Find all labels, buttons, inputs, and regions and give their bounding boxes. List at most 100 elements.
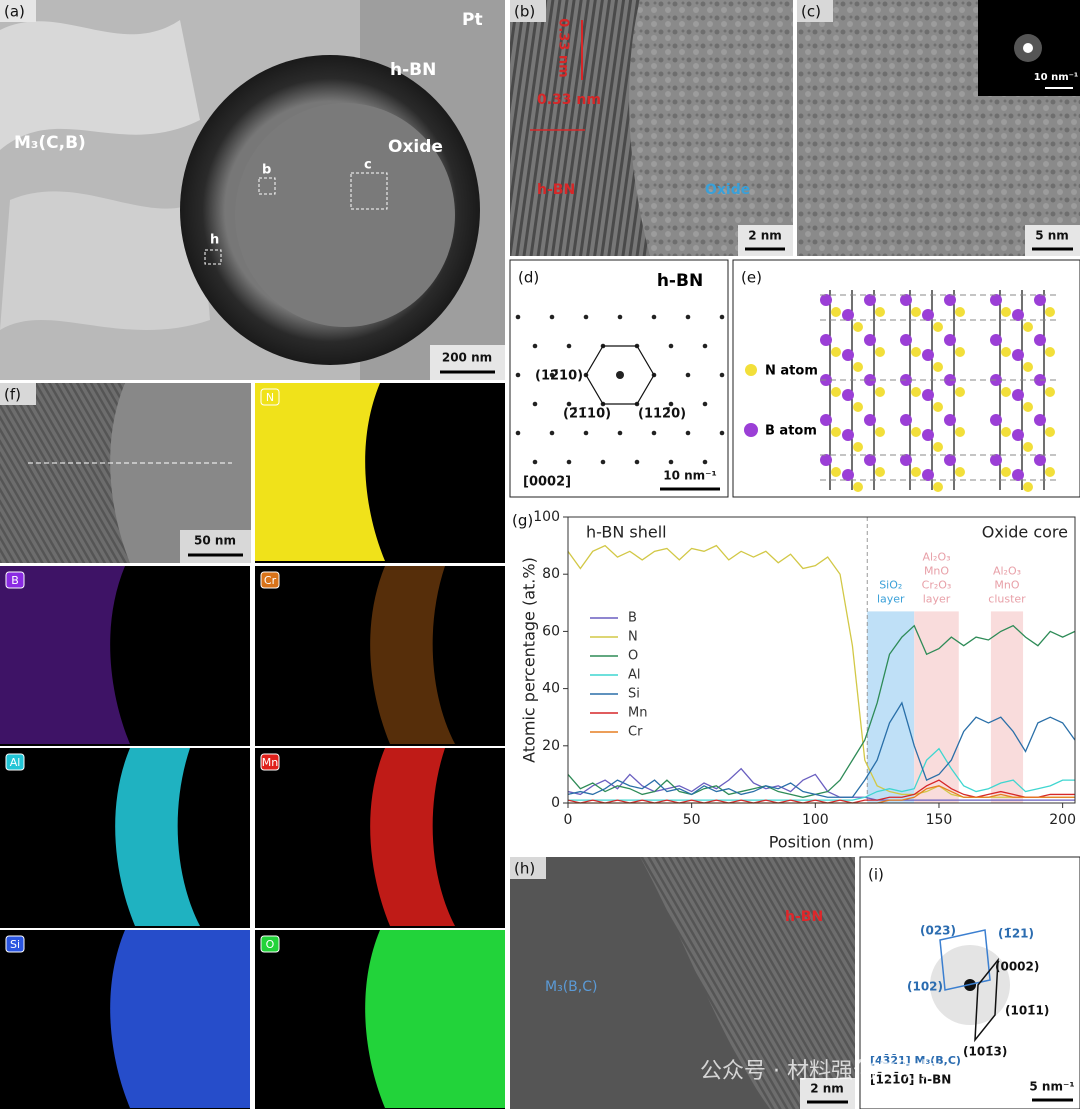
panel-label: (f) [4,386,21,404]
n-atom [933,362,943,372]
legend-text: Cr [628,725,643,740]
b-atom [842,389,854,401]
map-tag: N [266,391,274,404]
map-tag: Si [10,938,20,951]
b-atom [820,334,832,346]
b-atom [842,469,854,481]
legend-text: Al [628,668,641,683]
spot [600,459,606,465]
b-atom [1012,309,1024,321]
n-atom [853,482,863,492]
n-atom [831,347,841,357]
n-atom [853,442,863,452]
spot [583,430,589,436]
scale-label: 50 nm [194,534,236,548]
map-tag-bg [5,571,25,589]
b-atom [864,454,876,466]
b-atom [820,454,832,466]
map-tag-bg [260,935,280,953]
spot [532,401,538,407]
n-atom [1001,387,1011,397]
annotation: b [262,163,271,178]
legend-text: Mn [628,706,647,721]
eds-map: Si [0,930,250,1109]
annotation: h [210,233,219,248]
b-atom [842,349,854,361]
spot [515,430,521,436]
b-atom [990,334,1002,346]
legend-text: N [628,630,638,645]
spot [685,430,691,436]
n-atom [875,307,885,317]
b-atom [864,414,876,426]
n-atom [853,362,863,372]
n-atom [875,467,885,477]
band-label: SiO₂ [879,578,902,591]
region-label: Oxide core [982,523,1068,542]
annotation: h-BN [390,60,436,80]
label-bg [510,857,546,879]
panel-f: (f) 50 nm N B Cr Al Mn Si O [0,383,505,1109]
series-line [567,701,1076,798]
panel-label: (e) [741,269,762,287]
panel-label: (a) [4,3,25,21]
spot [651,314,657,320]
n-atom [875,427,885,437]
eds-map: Mn [255,748,505,928]
n-atom [831,467,841,477]
carbide-grain [0,191,210,330]
panel-label: (g) [512,512,533,530]
b-atom [944,454,956,466]
map-tag: O [266,938,275,951]
band-label: Al₂O₃ [993,564,1021,577]
band-label: cluster [988,592,1026,605]
scale-bg [1025,225,1080,256]
y-tick-label: 100 [533,509,560,525]
scale-label: 2 nm [810,1082,844,1096]
spot [566,401,572,407]
map-tag-bg [5,753,25,771]
y-axis-title: Atomic percentage (at.%) [520,557,539,763]
map-tag-bg [260,388,280,406]
b-atom [1012,389,1024,401]
spot [719,430,725,436]
band-label: MnO [924,564,949,577]
x-tick-label: 50 [683,812,701,828]
band-label: Al₂O₃ [922,550,950,563]
n-atom [911,427,921,437]
b-atom [820,414,832,426]
n-atom [933,322,943,332]
spot [515,314,521,320]
legend-atom [744,423,758,437]
spot [515,372,521,378]
annotation: h-BN [657,271,703,291]
zone-axis: [0002] [523,475,571,490]
legend-text: Si [628,687,640,702]
series-line [567,624,1076,798]
legend-atom [745,364,757,376]
spot [549,430,555,436]
map-tag: Mn [262,756,278,769]
band-label: MnO [994,578,1019,591]
oxide-core [235,103,455,327]
legend-text: B atom [765,424,817,439]
panel-g: (g)SiO₂layerAl₂O₃MnOCr₂O₃layerAl₂O₃MnOcl… [512,509,1076,852]
b-atom [900,454,912,466]
panel-e: (e) N atom B atom [732,259,1080,498]
scale-bg [800,1078,855,1109]
scale-label: 200 nm [442,351,492,365]
n-atom [1045,387,1055,397]
roi-box [258,177,276,195]
b-atom [900,294,912,306]
map-background [0,566,250,746]
panel-label: (c) [801,3,821,21]
spot-index: (101̄3) [963,1045,1007,1059]
map-signal [110,930,250,1108]
map-signal [370,566,455,744]
map-tag: Al [10,756,21,769]
legend-text: B [628,611,637,626]
x-tick-label: 100 [802,812,829,828]
n-atom [1045,307,1055,317]
x-tick-label: 200 [1049,812,1076,828]
diffraction-spots [515,314,725,465]
